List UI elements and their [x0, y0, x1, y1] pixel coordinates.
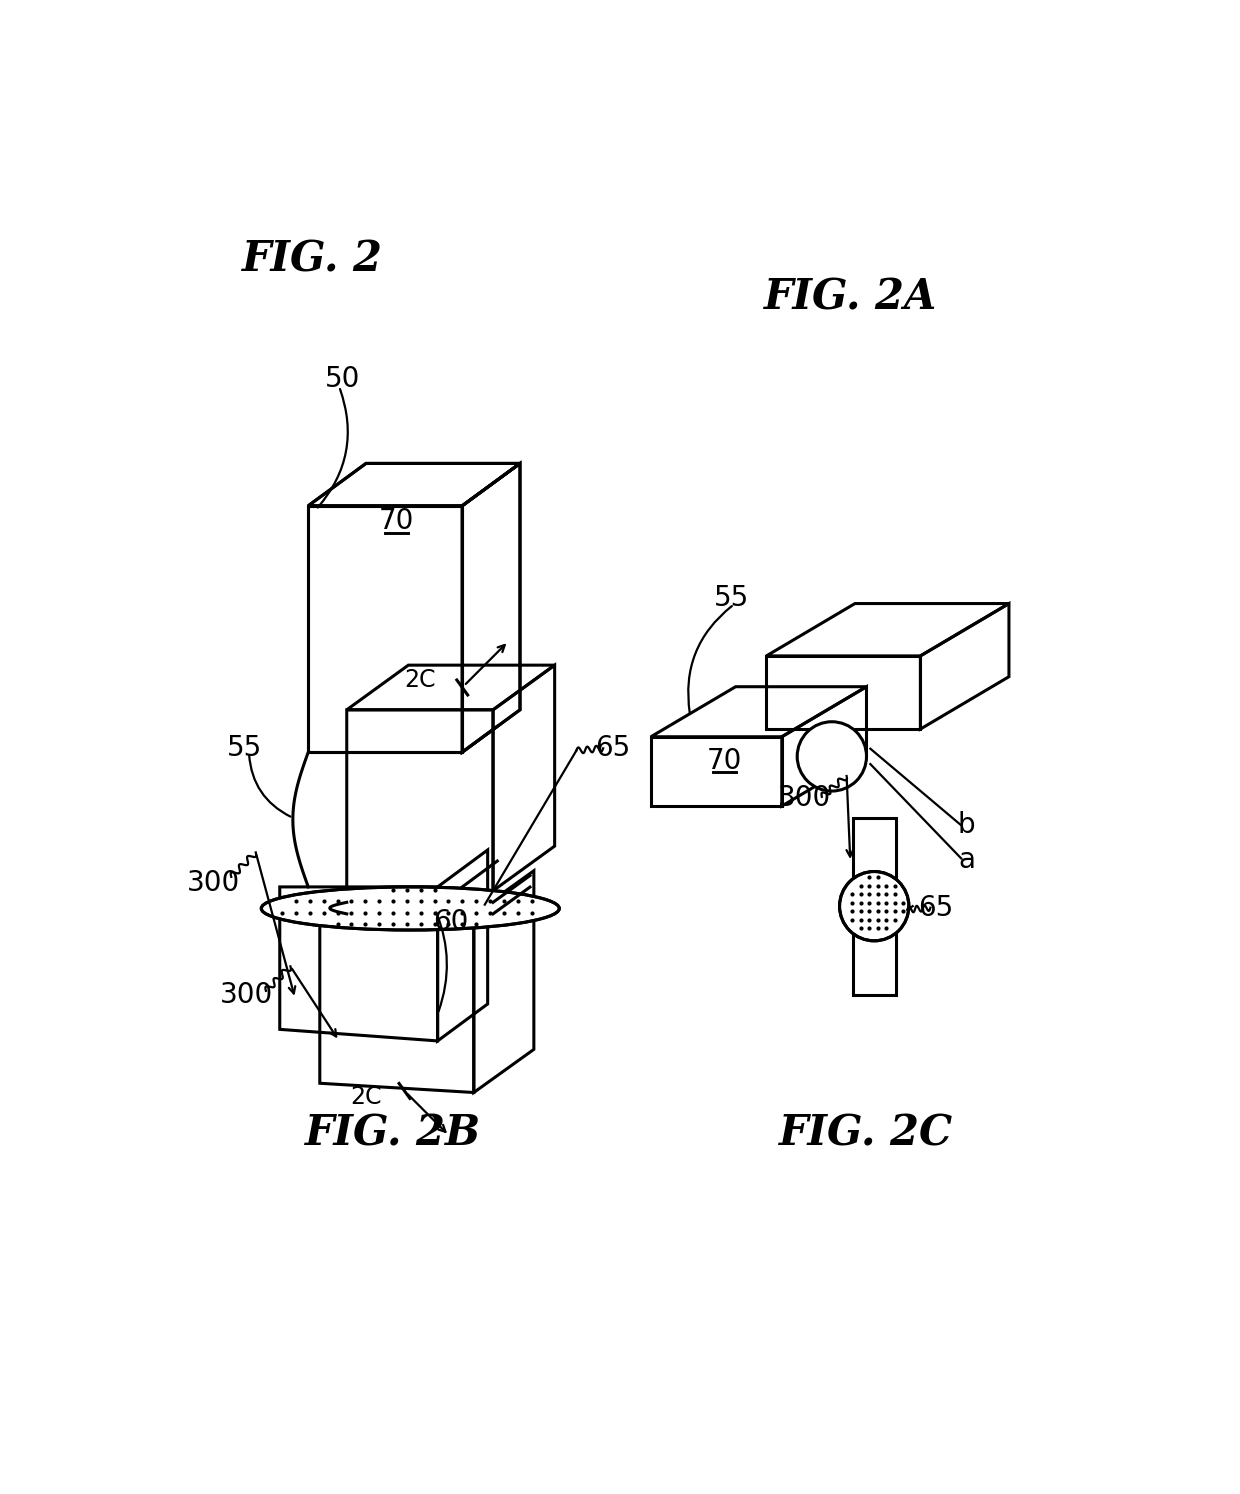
Text: FIG. 2: FIG. 2	[242, 239, 383, 281]
Circle shape	[797, 722, 867, 790]
Text: 300: 300	[779, 784, 832, 813]
Text: FIG. 2B: FIG. 2B	[305, 1113, 481, 1155]
Text: a: a	[959, 846, 975, 874]
Text: 300: 300	[187, 870, 241, 896]
Text: 300: 300	[219, 980, 273, 1008]
Ellipse shape	[262, 887, 559, 931]
Text: 60: 60	[433, 907, 469, 935]
Text: FIG. 2C: FIG. 2C	[780, 1113, 954, 1155]
Text: FIG. 2A: FIG. 2A	[765, 276, 937, 318]
Text: 2C: 2C	[404, 668, 435, 692]
Text: 2C: 2C	[350, 1085, 382, 1109]
Text: 55: 55	[227, 735, 262, 762]
Text: b: b	[957, 811, 976, 840]
Circle shape	[839, 871, 909, 941]
Text: 65: 65	[595, 735, 630, 762]
Text: 70: 70	[707, 747, 742, 775]
Text: 70: 70	[379, 506, 414, 535]
Text: 55: 55	[714, 584, 749, 613]
Text: 65: 65	[918, 893, 954, 922]
Text: 50: 50	[325, 365, 361, 393]
